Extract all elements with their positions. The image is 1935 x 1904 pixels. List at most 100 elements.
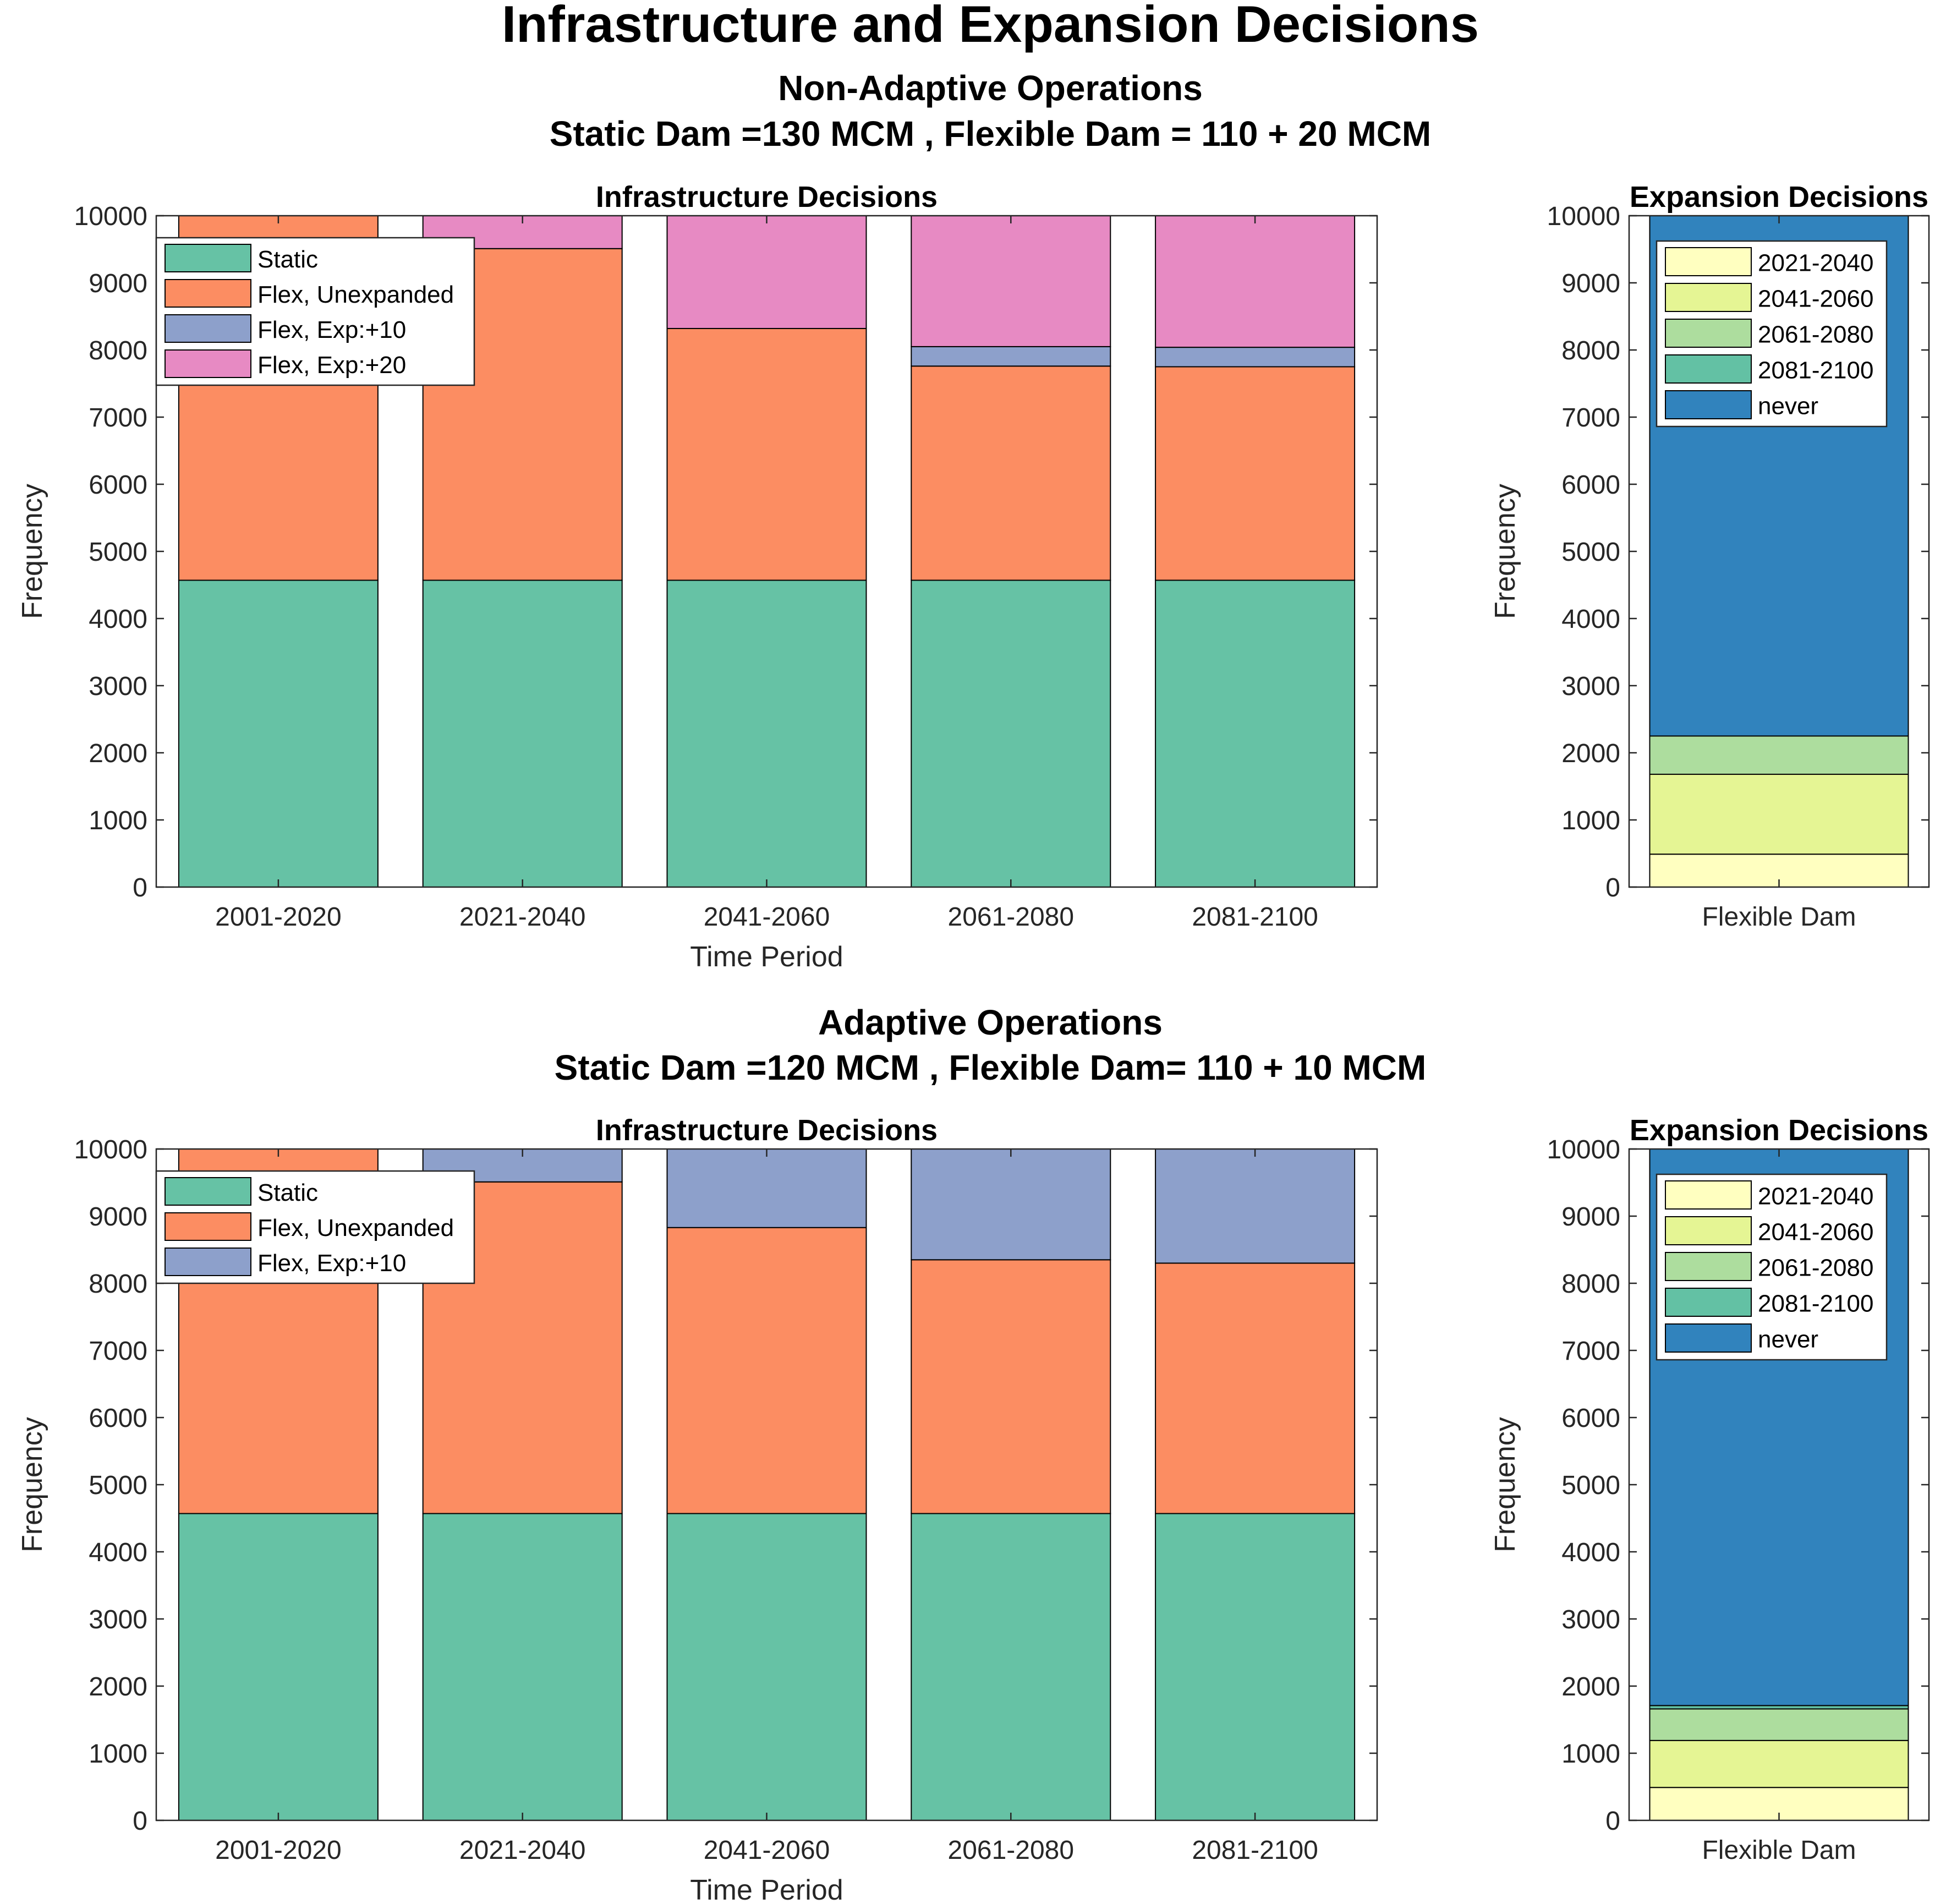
figure-title: Infrastructure and Expansion Decisions bbox=[502, 0, 1479, 53]
x-tick-label: 2041-2060 bbox=[704, 1836, 830, 1865]
y-tick-label: 7000 bbox=[1561, 1337, 1620, 1366]
y-tick-label: 6000 bbox=[89, 470, 147, 500]
y-tick-label: 10000 bbox=[74, 1135, 147, 1164]
legend-swatch-static bbox=[165, 1177, 251, 1206]
y-tick-label: 9000 bbox=[1561, 269, 1620, 298]
y-tick-label: 1000 bbox=[89, 806, 147, 835]
bar-static-2001-2020 bbox=[178, 579, 379, 888]
y-tick-label: 10000 bbox=[1547, 1135, 1620, 1164]
y-tick-label: 1000 bbox=[1561, 806, 1620, 835]
bar-2041-2060-flexible-dam bbox=[1649, 1739, 1909, 1788]
y-tick-label: 2000 bbox=[89, 1672, 147, 1701]
y-tick-label: 10000 bbox=[1547, 202, 1620, 231]
y-tick-label: 7000 bbox=[1561, 403, 1620, 433]
legend: 2021-2040 2041-2060 2061-2080 2081-2100 neve… bbox=[1656, 240, 1888, 428]
bar-flex-exp-10-2041-2060 bbox=[666, 1148, 867, 1228]
y-tick-label: 8000 bbox=[1561, 1270, 1620, 1299]
legend-label-2081-2100: 2081-2100 bbox=[1758, 357, 1873, 384]
y-tick-label: 6000 bbox=[1561, 1404, 1620, 1433]
legend-label-static: Static bbox=[257, 1179, 318, 1206]
y-tick-label: 6000 bbox=[89, 1404, 147, 1433]
legend-swatch-flex-unexpanded bbox=[165, 1212, 251, 1241]
bar-static-2041-2060 bbox=[666, 1513, 867, 1821]
bar-flex-exp-10-2081-2100 bbox=[1155, 1148, 1356, 1264]
bar-static-2081-2100 bbox=[1155, 1513, 1356, 1821]
y-tick-label: 7000 bbox=[89, 1337, 147, 1366]
section-title-non-adaptive: Non-Adaptive Operations bbox=[778, 68, 1203, 108]
legend: Static Flex, Unexpanded Flex, Exp:+10 bbox=[155, 1170, 475, 1284]
y-tick-label: 5000 bbox=[1561, 1471, 1620, 1500]
bar-flex-exp-10-2061-2080 bbox=[911, 346, 1111, 367]
y-axis-label: Frequency bbox=[17, 1417, 48, 1552]
legend-swatch-flex-unexpanded bbox=[165, 279, 251, 308]
y-tick-label: 7000 bbox=[89, 403, 147, 433]
bar-flex-unexpanded-2061-2080 bbox=[911, 365, 1111, 581]
legend-label-never: never bbox=[1758, 393, 1818, 420]
legend-swatch-2041-2060 bbox=[1665, 1216, 1752, 1245]
x-tick-label: Flexible Dam bbox=[1702, 1836, 1856, 1865]
y-tick-label: 2000 bbox=[1561, 739, 1620, 768]
section-subtitle-non-adaptive: Static Dam =130 MCM , Flexible Dam = 110… bbox=[550, 114, 1431, 154]
legend-label-2061-2080: 2061-2080 bbox=[1758, 1255, 1873, 1282]
section-title-adaptive: Adaptive Operations bbox=[818, 1003, 1163, 1042]
x-tick-label: 2001-2020 bbox=[215, 902, 342, 932]
y-tick-label: 1000 bbox=[1561, 1739, 1620, 1769]
y-tick-label: 5000 bbox=[89, 538, 147, 567]
bar-flex-exp-20-2041-2060 bbox=[666, 215, 867, 329]
legend-label-2021-2040: 2021-2040 bbox=[1758, 250, 1873, 277]
y-axis-label: Frequency bbox=[1489, 484, 1521, 619]
legend-swatch-2081-2100 bbox=[1665, 1288, 1752, 1317]
axes-title: Expansion Decisions bbox=[1630, 180, 1928, 214]
legend-swatch-flex-exp-10 bbox=[165, 1248, 251, 1276]
x-tick-label: 2021-2040 bbox=[459, 1836, 586, 1865]
y-tick-label: 8000 bbox=[89, 336, 147, 365]
legend-swatch-2081-2100 bbox=[1665, 354, 1752, 384]
bar-static-2021-2040 bbox=[422, 579, 623, 888]
legend-swatch-2061-2080 bbox=[1665, 1252, 1752, 1281]
bar-flex-unexpanded-2041-2060 bbox=[666, 1227, 867, 1514]
x-tick-label: 2081-2100 bbox=[1192, 902, 1318, 932]
x-tick-label: 2041-2060 bbox=[704, 902, 830, 932]
bar-flex-unexpanded-2061-2080 bbox=[911, 1259, 1111, 1514]
y-tick-label: 0 bbox=[1605, 1807, 1620, 1836]
infrastructure-chart-non-adaptive: 0 1000 2000 3000 4000 5000 6000 7000 8000 9000 100… bbox=[17, 180, 1378, 973]
bars bbox=[178, 1148, 1356, 1821]
y-tick-label: 4000 bbox=[89, 605, 147, 634]
bar-flex-exp-20-2061-2080 bbox=[911, 215, 1111, 347]
legend-swatch-flex-exp-20 bbox=[165, 349, 251, 378]
legend-swatch-never bbox=[1665, 390, 1752, 419]
section-subtitle-adaptive: Static Dam =120 MCM , Flexible Dam= 110 … bbox=[555, 1048, 1427, 1087]
y-tick-label: 4000 bbox=[1561, 1538, 1620, 1567]
x-tick-label: Flexible Dam bbox=[1702, 902, 1856, 932]
axes-title: Expansion Decisions bbox=[1630, 1114, 1928, 1147]
bar-static-2041-2060 bbox=[666, 579, 867, 888]
y-tick-label: 4000 bbox=[1561, 605, 1620, 634]
bar-2061-2080-flexible-dam bbox=[1649, 1708, 1909, 1741]
x-tick-label: 2021-2040 bbox=[459, 902, 586, 932]
legend-swatch-2061-2080 bbox=[1665, 319, 1752, 348]
x-tick-label: 2061-2080 bbox=[948, 902, 1075, 932]
bar-static-2021-2040 bbox=[422, 1513, 623, 1821]
y-tick-label: 9000 bbox=[1561, 1202, 1620, 1232]
y-tick-label: 6000 bbox=[1561, 470, 1620, 500]
legend-swatch-2041-2060 bbox=[1665, 283, 1752, 312]
legend-swatch-static bbox=[165, 244, 251, 272]
y-tick-label: 3000 bbox=[1561, 1605, 1620, 1634]
y-tick-label: 3000 bbox=[89, 672, 147, 701]
bar-flex-exp-20-2081-2100 bbox=[1155, 215, 1356, 348]
bar-flex-unexpanded-2081-2100 bbox=[1155, 366, 1356, 581]
y-tick-label: 5000 bbox=[89, 1471, 147, 1500]
legend: Static Flex, Unexpanded Flex, Exp:+10 Flex,… bbox=[155, 237, 475, 386]
y-tick-label: 2000 bbox=[89, 739, 147, 768]
bar-flex-unexpanded-2081-2100 bbox=[1155, 1262, 1356, 1514]
bars bbox=[178, 215, 1356, 888]
y-tick-label: 9000 bbox=[89, 269, 147, 298]
bar-2041-2060-flexible-dam bbox=[1649, 774, 1909, 855]
legend-label-2041-2060: 2041-2060 bbox=[1758, 1219, 1873, 1246]
x-tick-label: 2061-2080 bbox=[948, 1836, 1075, 1865]
legend-label-flex-exp-10: Flex, Exp:+10 bbox=[257, 1250, 406, 1277]
y-tick-label: 4000 bbox=[89, 1538, 147, 1567]
bar-flex-exp-10-2081-2100 bbox=[1155, 347, 1356, 368]
y-tick-label: 1000 bbox=[89, 1739, 147, 1769]
